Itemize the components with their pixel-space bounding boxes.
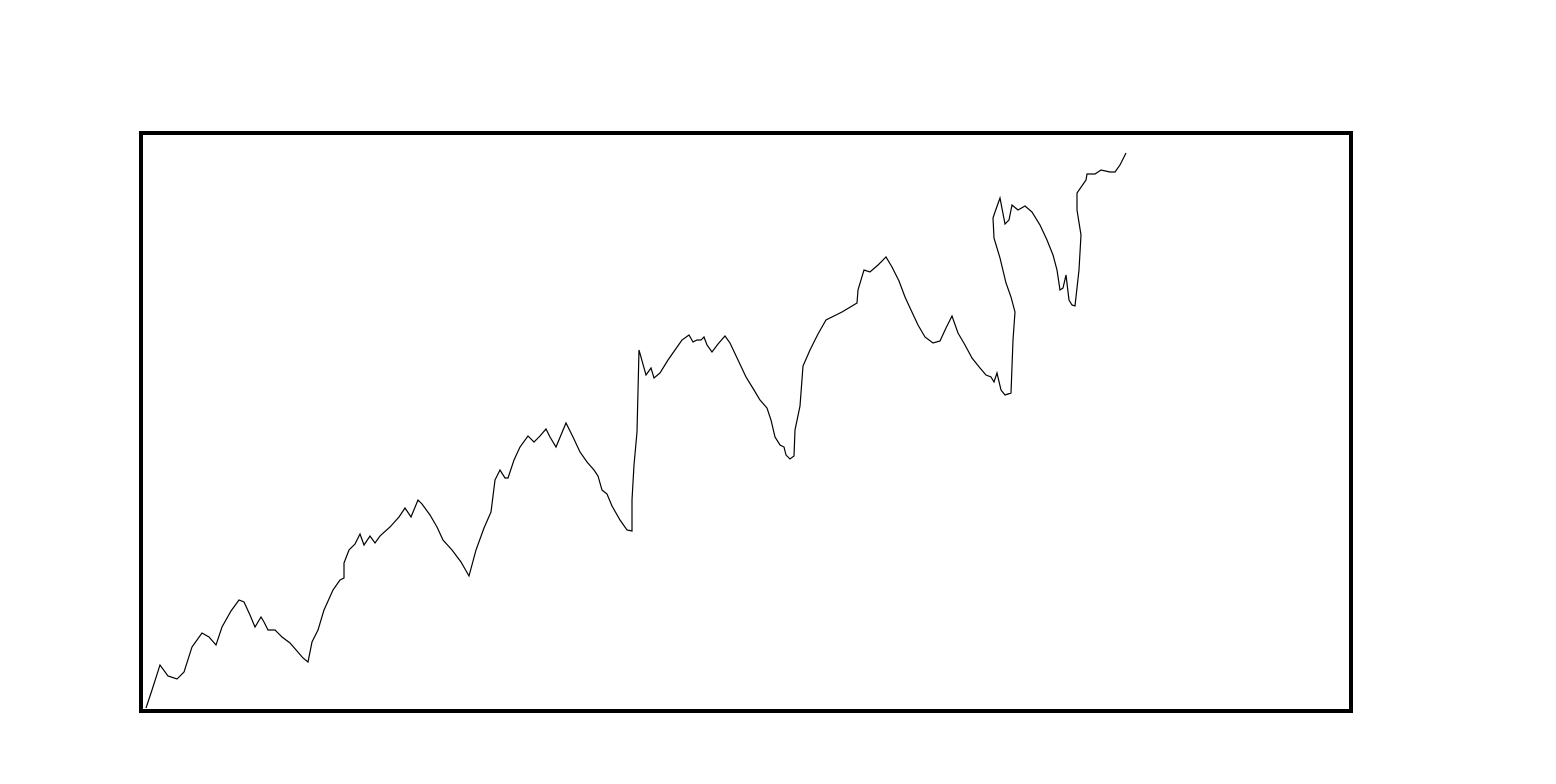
- line: [145, 152, 1127, 709]
- plot-frame: [139, 131, 1353, 713]
